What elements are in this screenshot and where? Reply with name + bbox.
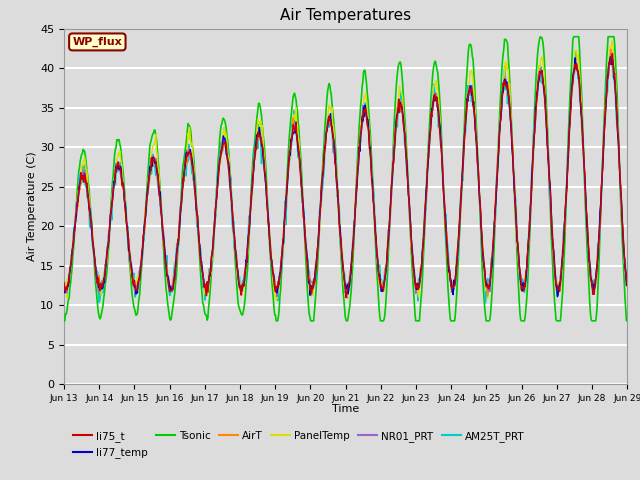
Legend: li75_t, li77_temp, Tsonic, AirT, PanelTemp, NR01_PRT, AM25T_PRT: li75_t, li77_temp, Tsonic, AirT, PanelTe… — [69, 427, 529, 462]
X-axis label: Time: Time — [332, 404, 359, 414]
Text: WP_flux: WP_flux — [72, 37, 122, 47]
Title: Air Temperatures: Air Temperatures — [280, 9, 411, 24]
Y-axis label: Air Temperature (C): Air Temperature (C) — [28, 152, 37, 261]
